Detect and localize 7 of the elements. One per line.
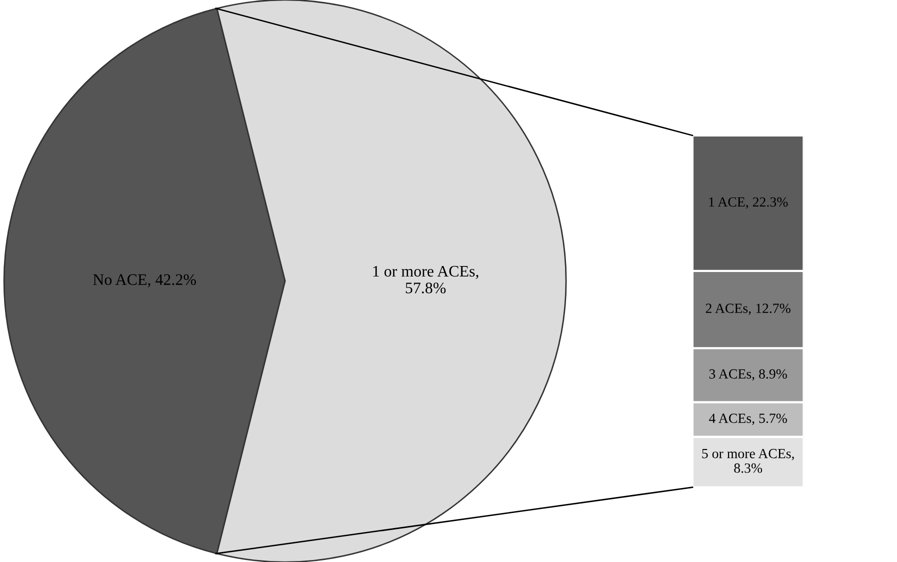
data-label: 3 ACEs, 8.9%	[709, 369, 787, 381]
data-label: 1 ACE, 22.3%	[709, 197, 788, 209]
data-label: 5 or more ACEs, 8.3%	[702, 448, 794, 473]
data-label: 4 ACEs, 5.7%	[709, 414, 787, 425]
data-label: 2 ACEs, 12.7%	[706, 304, 790, 315]
slice-label: No ACE, 42.2%	[93, 274, 196, 288]
slice-label: 1 or more ACEs, 57.8%	[373, 266, 478, 294]
